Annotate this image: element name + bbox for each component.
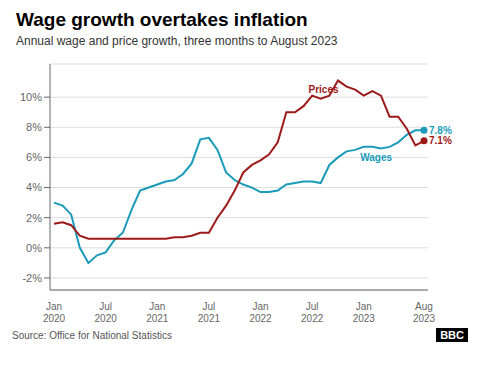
svg-text:Jan2022: Jan2022 [249,301,272,324]
svg-text:7.1%: 7.1% [429,135,452,146]
svg-text:8%: 8% [26,121,42,133]
svg-text:4%: 4% [26,181,42,193]
svg-text:-2%: -2% [22,272,42,284]
html-text:Annual wage and price growth,: Annual wage and price growth, three mont… [16,34,338,48]
html-text:Source: Office for National St: Source: Office for National Statistics [12,329,172,341]
svg-text:2%: 2% [26,212,42,224]
svg-text:10%: 10% [20,91,42,103]
svg-text:Wages: Wages [360,152,392,163]
svg-text:6%: 6% [26,151,42,163]
svg-text:Prices: Prices [309,84,339,95]
svg-text:Jul2022: Jul2022 [301,301,324,324]
svg-text:Jul2021: Jul2021 [198,301,221,324]
svg-text:Jan2023: Jan2023 [353,301,376,324]
html-text:Wage growth overtakes inflatio: Wage growth overtakes inflation [16,9,308,30]
svg-text:0%: 0% [26,242,42,254]
svg-text:Aug2023: Aug2023 [413,301,436,324]
svg-text:Jul2020: Jul2020 [95,301,118,324]
svg-text:Jan2020: Jan2020 [43,301,66,324]
html-text:BBC: BBC [440,329,464,341]
svg-text:Jan2021: Jan2021 [146,301,169,324]
svg-text:7.8%: 7.8% [429,125,452,136]
